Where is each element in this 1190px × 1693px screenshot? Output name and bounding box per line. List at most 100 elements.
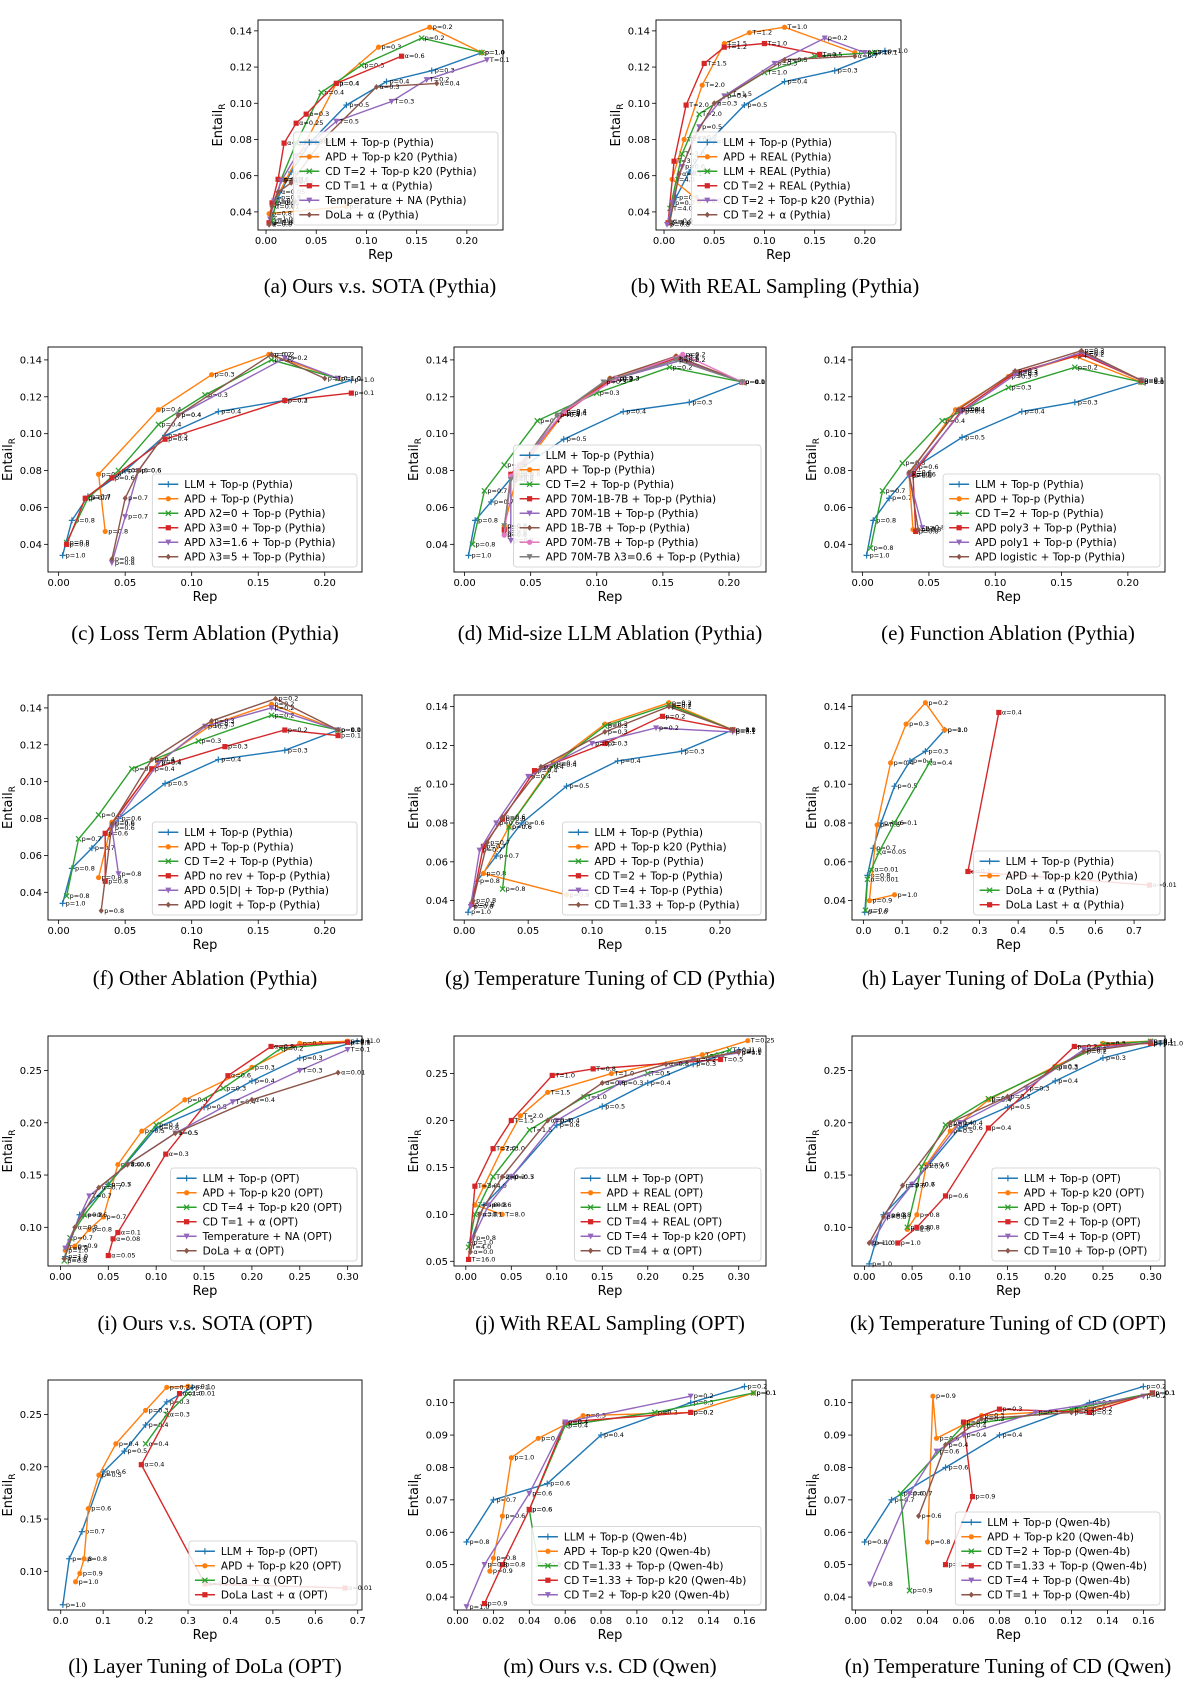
data-point: [831, 67, 838, 74]
point-label: p=0.2: [672, 703, 692, 711]
y-tick-label: 0.12: [824, 392, 846, 403]
point-label: α=0.05: [275, 199, 299, 207]
x-tick-label: 0.15: [645, 926, 667, 937]
point-label: α=1.0: [742, 1048, 762, 1056]
point-label: p=1.0: [472, 551, 492, 559]
legend-marker: [588, 1247, 594, 1254]
data-point: [96, 1184, 102, 1191]
point-label: T=1.0: [766, 69, 787, 77]
y-tick-label: 0.20: [426, 1116, 448, 1127]
data-point: [922, 700, 929, 706]
y-tick-label: 0.08: [230, 135, 252, 146]
data-point: [906, 1587, 913, 1594]
point-label: p=0.1: [736, 726, 756, 734]
point-label: p=0.6: [919, 463, 939, 471]
legend-marker: [1005, 1247, 1011, 1254]
point-label: p=1.0: [68, 1246, 88, 1254]
point-label: p=0.3: [595, 739, 615, 747]
point-label: p=1.0: [1163, 1039, 1183, 1047]
point-label: p=0.6: [499, 819, 519, 827]
series-line: [111, 707, 339, 874]
data-point: [959, 408, 966, 415]
data-point: [781, 56, 788, 63]
legend: LLM + Top-p (Pythia) APD + REAL (Pythia) L…: [690, 131, 897, 226]
series-line: [111, 353, 325, 560]
point-label: p=0.9: [83, 1569, 103, 1577]
legend-box: [973, 850, 1161, 916]
data-point: [538, 763, 544, 770]
point-label: p=0.1: [1144, 378, 1164, 386]
data-point: [947, 1119, 953, 1126]
point-label: p=0.1: [1155, 1389, 1175, 1397]
legend: LLM + Top-p (Pythia) APD + Top-p (Pythia)…: [151, 473, 358, 568]
point-label: p=0.4: [161, 759, 181, 767]
point-label: p=1.0: [473, 1239, 493, 1247]
legend: LLM + Top-p (OPT) APD + REAL (OPT) LLM + R…: [574, 1167, 762, 1262]
point-label: p=1.0: [470, 1603, 490, 1611]
data-point: [282, 727, 288, 733]
data-point: [730, 726, 736, 733]
data-point: [676, 170, 682, 177]
series-line: [944, 1392, 1153, 1565]
series-line: [671, 26, 856, 202]
data-point: [1078, 347, 1085, 354]
legend-marker: [968, 1577, 975, 1584]
point-label: p=0.2: [1084, 350, 1104, 358]
point-label: p=0.3: [1012, 384, 1032, 392]
series-group: p=1.0p=0.3p=0.4p=0.5p=0.6p=0.7p=0.8p=1.0: [863, 378, 1164, 559]
data-point: [644, 1079, 651, 1087]
legend-marker: [306, 211, 312, 218]
legend-marker: [165, 858, 172, 865]
legend-marker: [575, 873, 581, 879]
legend-marker: [165, 829, 172, 836]
series-group: α=0.01 α=0.3 α=0.4: [142, 1390, 215, 1448]
y-tick-label: 0.14: [628, 26, 650, 37]
x-tick-label: 0.15: [804, 236, 826, 247]
y-tick-label: 0.10: [20, 777, 42, 788]
legend-marker: [526, 481, 533, 488]
legend-marker: [526, 510, 533, 517]
data-point: [888, 760, 894, 766]
data-point: [476, 1211, 483, 1218]
data-point: [195, 738, 202, 745]
point-label: α=0.05: [882, 848, 906, 856]
legend-marker: [575, 901, 581, 908]
x-tick-label: 0.00: [653, 236, 675, 247]
data-point: [135, 467, 142, 474]
point-label: α=0.5: [178, 1129, 198, 1137]
point-label: p=0.1: [868, 49, 888, 57]
point-label: α=0.8: [274, 1042, 294, 1050]
data-point: [269, 203, 275, 210]
y-tick-label: 0.04: [20, 888, 42, 899]
axes-frame: [453, 1035, 767, 1267]
data-point: [142, 1421, 149, 1429]
legend-marker: [587, 1175, 594, 1182]
data-point: [109, 821, 115, 828]
data-point: [688, 1409, 694, 1415]
point-label: p=0.8: [67, 1257, 87, 1265]
data-point: [969, 1494, 976, 1500]
legend-marker: [165, 496, 171, 502]
data-point: [956, 1120, 963, 1126]
point-label: p=0.8: [486, 869, 506, 877]
y-tick-label: 0.08: [426, 466, 448, 477]
y-tick-label: 0.06: [426, 1528, 448, 1539]
data-point: [485, 1202, 492, 1209]
legend-marker: [165, 481, 172, 488]
data-point: [354, 1038, 361, 1045]
data-point: [736, 1048, 742, 1055]
point-label: p=0.2: [694, 1392, 714, 1400]
chart-panel: 0.00 0.05 0.10 0.15 0.20 0.04 0.06 0.08 0.10 0.12…: [407, 694, 767, 953]
axes-frame: [851, 694, 1166, 921]
point-label: p=0.1: [736, 726, 756, 734]
legend-marker: [956, 553, 962, 560]
y-axis-label-subscript: R: [8, 786, 18, 792]
point-label: p=0.4: [621, 757, 641, 765]
point-label: p=0.8: [476, 540, 496, 548]
legend-marker: [1004, 1175, 1011, 1182]
data-point: [283, 176, 289, 182]
point-label: α=1.0: [67, 1255, 87, 1263]
legend-box: [954, 1511, 1161, 1606]
point-label: p=0.0: [948, 726, 968, 734]
point-label: p=0.3: [364, 61, 384, 69]
